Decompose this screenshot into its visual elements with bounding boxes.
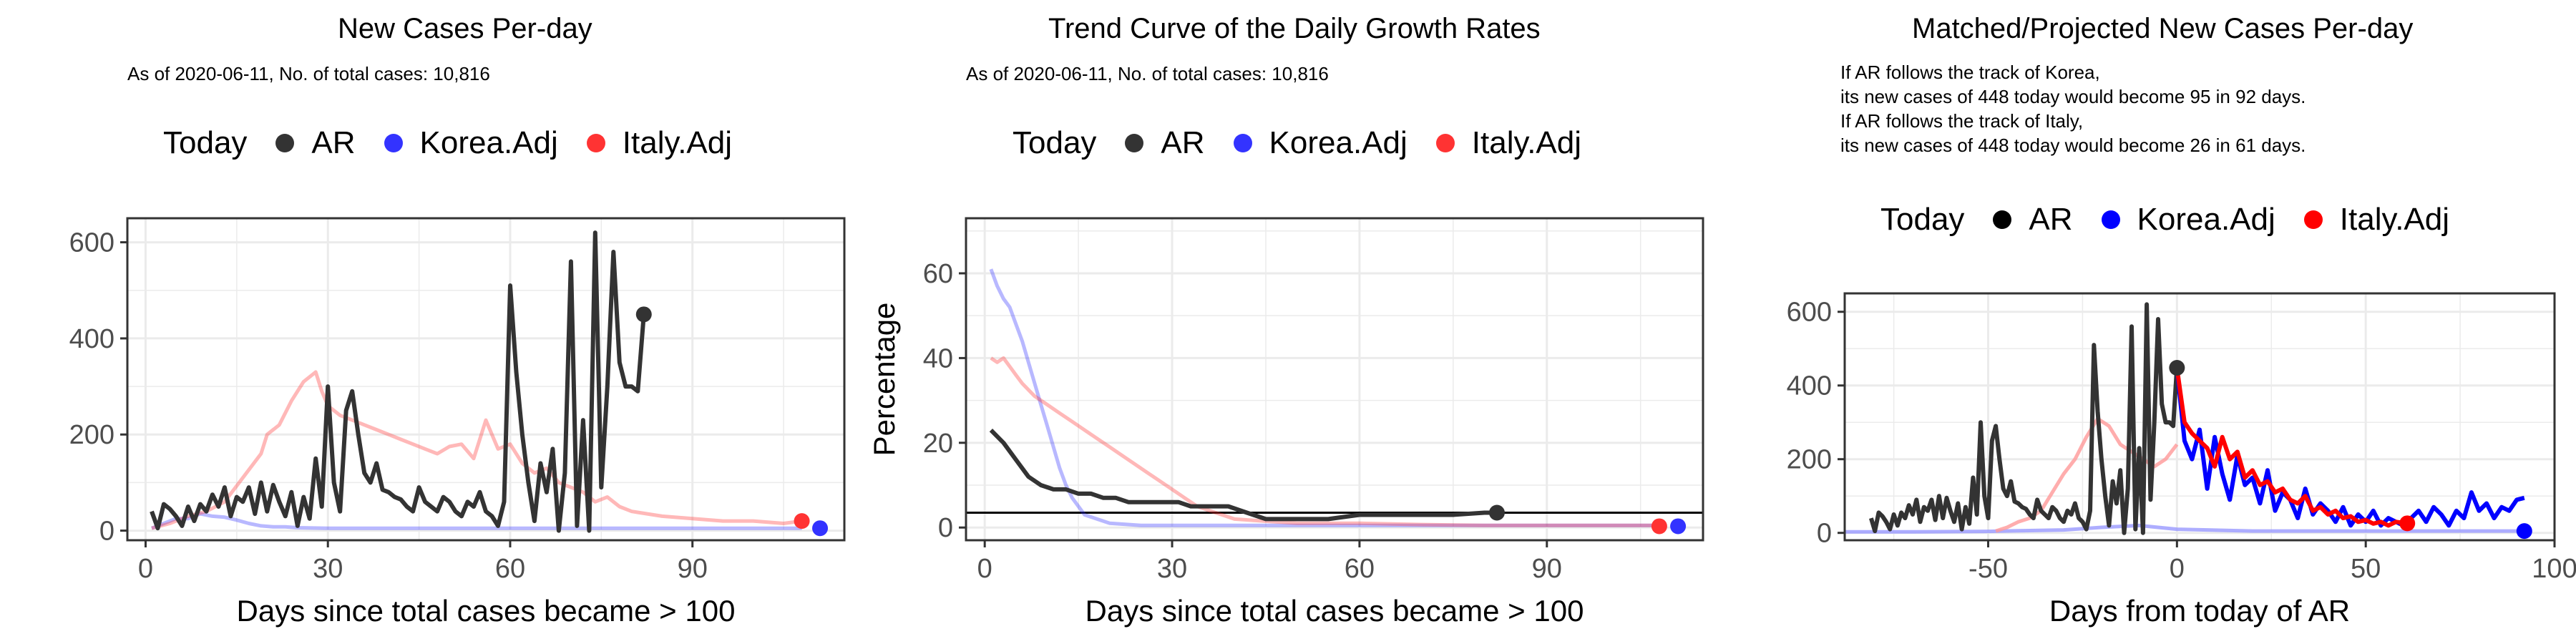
chart-subtitle: As of 2020-06-11, No. of total cases: 10… — [966, 63, 1329, 84]
x-tick-label: -50 — [1968, 554, 2008, 584]
legend: Today AR Korea.Adj Italy.Adj — [1013, 125, 1581, 161]
x-tick-label: 90 — [1532, 554, 1562, 584]
legend-key-korea — [2101, 210, 2120, 229]
today-point-korea-adj — [2516, 523, 2532, 540]
x-axis-label: Days since total cases became > 100 — [1085, 594, 1584, 628]
chart-title: New Cases Per-day — [338, 13, 592, 44]
series-line-ar-faint- — [1845, 523, 2524, 534]
y-tick-label: 60 — [923, 259, 953, 289]
panel-growth-rates: Trend Curve of the Daily Growth Rates As… — [859, 0, 1717, 644]
y-tick-label: 200 — [69, 420, 114, 450]
x-tick-label: 0 — [2170, 554, 2185, 584]
y-tick-label: 400 — [69, 324, 114, 354]
x-tick-label: 30 — [1157, 554, 1187, 584]
x-axis-label: Days since total cases became > 100 — [237, 594, 736, 628]
legend: Today AR Korea.Adj Italy.Adj — [163, 125, 732, 161]
legend-label-ar: AR — [311, 125, 356, 160]
plot-new-cases: 0 30 60 90 0 200 400 600 Days since total cases … — [69, 217, 846, 628]
legend-key-ar — [1125, 134, 1144, 152]
legend-key-italy — [586, 134, 605, 152]
series-line-italy-adj — [151, 370, 802, 530]
series-line-italy-adj — [2175, 367, 2408, 528]
chart-subtitle: If AR follows the track of Korea, its ne… — [1840, 62, 2306, 156]
plot-area: 0 30 60 90 0 20 40 60 Days since total cases bec… — [867, 217, 1704, 628]
y-tick-label: 40 — [923, 343, 953, 374]
legend-label-korea: Korea.Adj — [1269, 125, 1407, 160]
series-line-italy-adj — [990, 356, 1659, 527]
legend-label-ar: AR — [1161, 125, 1205, 160]
legend-title: Today — [1013, 125, 1097, 160]
x-tick-label: 30 — [313, 554, 343, 584]
panel-projected: Matched/Projected New Cases Per-day If A… — [1717, 0, 2576, 644]
today-point-korea-adj — [1670, 518, 1687, 535]
x-tick-label: 50 — [2351, 554, 2381, 584]
legend-key-italy — [2303, 210, 2323, 229]
legend-key-ar — [1993, 210, 2012, 229]
y-tick-label: 600 — [69, 228, 114, 258]
today-point-ar — [2169, 360, 2185, 376]
y-tick-label: 0 — [1817, 519, 1832, 549]
plot-area: -50 0 50 100 0 200 400 600 Days from today of AR — [1787, 292, 2576, 628]
y-tick-label: 600 — [1787, 298, 1832, 328]
today-point-ar — [1488, 504, 1505, 521]
legend: Today AR Korea.Adj Italy.Adj — [1880, 202, 2449, 238]
today-point-ar — [635, 306, 652, 323]
legend-label-italy: Italy.Adj — [2339, 202, 2450, 237]
plot-area: 0 30 60 90 0 200 400 600 Days since total cases … — [69, 217, 846, 628]
series-line-korea-adj — [989, 268, 1659, 527]
legend-key-ar — [275, 134, 295, 152]
x-tick-label: 60 — [1345, 554, 1375, 584]
y-tick-label: 20 — [923, 429, 953, 459]
chart-title: Trend Curve of the Daily Growth Rates — [1048, 13, 1541, 44]
x-axis-label: Days from today of AR — [2049, 594, 2350, 628]
today-point-italy-adj — [2399, 515, 2416, 532]
legend-label-ar: AR — [2029, 202, 2073, 237]
plot-border — [965, 217, 1704, 542]
plot-border — [126, 217, 846, 542]
today-point-italy-adj — [1651, 518, 1667, 535]
legend-label-italy: Italy.Adj — [1471, 125, 1582, 160]
series-line-ar — [150, 230, 646, 533]
today-point-korea-adj — [812, 520, 829, 537]
series-line-korea-adj — [2175, 367, 2525, 528]
y-tick-label: 0 — [938, 513, 953, 543]
series-line-italy-faint- — [1995, 416, 2179, 533]
y-tick-label: 0 — [99, 517, 114, 547]
plot-growth-rates: 0 30 60 90 0 20 40 60 Days since total cases bec… — [867, 217, 1704, 628]
legend-key-italy — [1435, 134, 1455, 152]
panel-new-cases: New Cases Per-day As of 2020-06-11, No. … — [0, 0, 859, 644]
legend-label-italy: Italy.Adj — [622, 125, 733, 160]
legend-key-korea — [384, 134, 403, 152]
x-tick-label: 60 — [495, 554, 525, 584]
y-tick-label: 400 — [1787, 371, 1832, 401]
y-axis-label: Percentage — [867, 303, 901, 457]
legend-title: Today — [163, 125, 248, 160]
today-point-italy-adj — [794, 513, 810, 530]
legend-key-korea — [1233, 134, 1252, 152]
legend-label-korea: Korea.Adj — [419, 125, 558, 160]
x-tick-label: 90 — [678, 554, 708, 584]
chart-title: Matched/Projected New Cases Per-day — [1912, 13, 2414, 44]
y-tick-label: 200 — [1787, 445, 1832, 475]
plot-border — [1843, 292, 2556, 542]
series-line-ar — [1869, 302, 2180, 535]
x-tick-label: 0 — [138, 554, 153, 584]
x-tick-label: 100 — [2532, 554, 2576, 584]
series-line-ar — [989, 428, 1497, 522]
legend-title: Today — [1880, 202, 1965, 237]
x-tick-label: 0 — [977, 554, 992, 584]
legend-label-korea: Korea.Adj — [2137, 202, 2275, 237]
chart-subtitle: As of 2020-06-11, No. of total cases: 10… — [127, 63, 490, 84]
plot-projected: -50 0 50 100 0 200 400 600 Days from today of AR — [1787, 292, 2576, 628]
